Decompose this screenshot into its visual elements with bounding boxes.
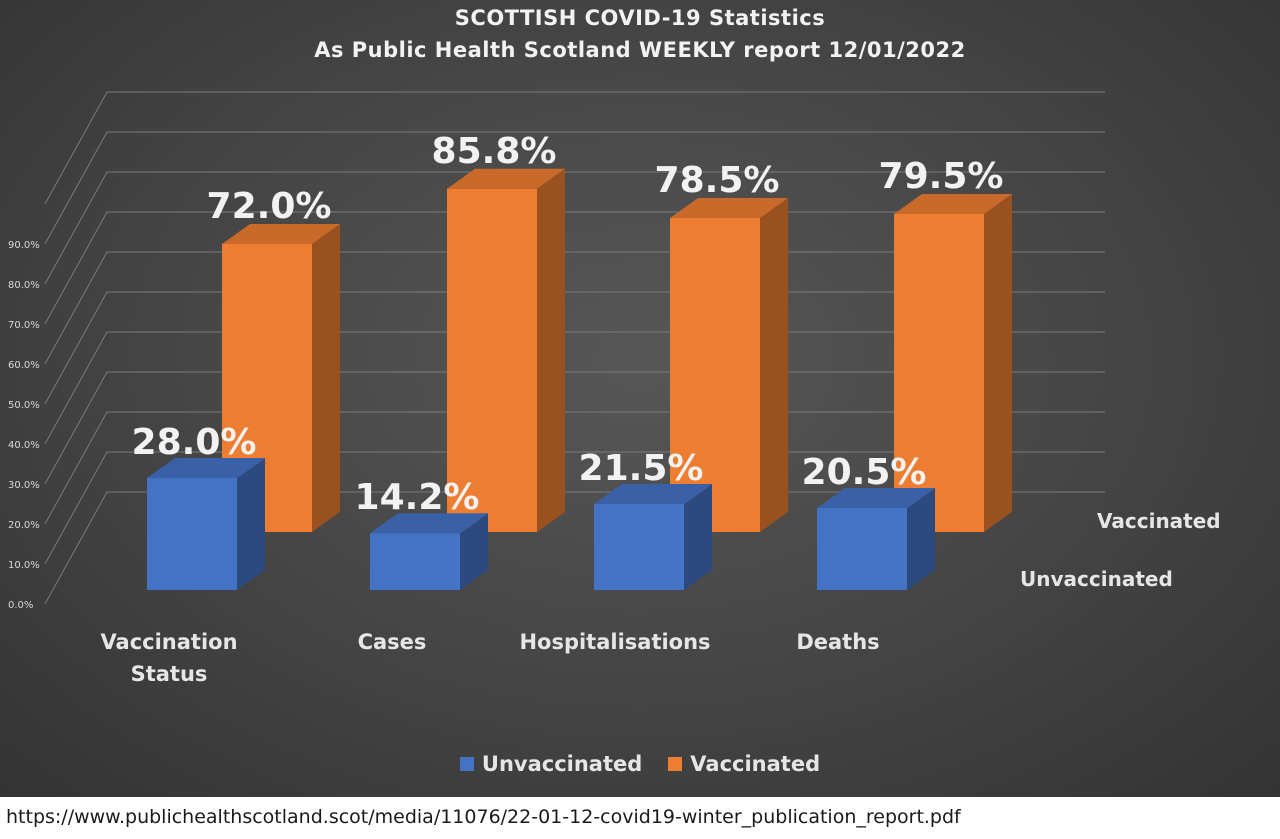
data-label-unvaccinated: 21.5% (579, 448, 704, 489)
bar-vaccinated-vaccination-status (222, 224, 340, 532)
chart-title: SCOTTISH COVID-19 Statistics (454, 6, 826, 30)
bar-unvaccinated-hospitalisations-front (594, 504, 684, 590)
data-label-unvaccinated: 20.5% (802, 452, 927, 493)
bar-unvaccinated-deaths-top (817, 488, 935, 508)
legend-item-vaccinated: Vaccinated (668, 752, 820, 776)
bar-unvaccinated-vaccination-status (147, 458, 265, 590)
data-label-vaccinated: 85.8% (432, 131, 557, 172)
bar-unvaccinated-hospitalisations-side (684, 484, 712, 590)
bar-unvaccinated-vaccination-status-front (147, 478, 237, 590)
bar-unvaccinated-deaths (817, 488, 935, 590)
y-tick-label: 20.0% (8, 520, 40, 531)
y-tick-label: 70.0% (8, 320, 40, 331)
bar-unvaccinated-deaths-front (817, 508, 907, 590)
chart-plot: 72.0% 28.0% 85.8% 14.2% 78.5% 21.5% 79.5% 20.5%… (8, 91, 1105, 611)
bar-vaccinated-cases-side (537, 168, 565, 533)
chart-subtitle: As Public Health Scotland WEEKLY report … (314, 38, 966, 62)
bar-vaccinated-vaccination-status-top (222, 224, 340, 244)
bar-vaccinated-hospitalisations-top (670, 198, 788, 218)
bar-vaccinated-deaths (894, 194, 1012, 532)
bar-vaccinated-hospitalisations-side (760, 198, 788, 532)
legend-label: Vaccinated (690, 752, 821, 776)
legend-swatch-vaccinated (668, 757, 683, 771)
y-tick-label: 90.0% (8, 240, 40, 251)
category-label-line: Status (130, 662, 208, 686)
data-label-unvaccinated: 14.2% (355, 477, 480, 518)
y-tick-label: 60.0% (8, 360, 40, 371)
y-tick-label: 80.0% (8, 280, 40, 291)
bar-unvaccinated-cases-front (370, 533, 460, 590)
source-url: https://www.publichealthscotland.scot/me… (6, 806, 961, 828)
bar-vaccinated-cases (447, 168, 565, 533)
category-label-vaccination-status: Vaccination Status (89, 626, 249, 690)
bar-vaccinated-deaths-side (984, 194, 1012, 532)
bar-vaccinated-deaths-front (894, 214, 984, 532)
bar-vaccinated-vaccination-status-side (312, 224, 340, 532)
legend-swatch-unvaccinated (459, 757, 474, 771)
bar-unvaccinated-cases-top (370, 513, 488, 534)
category-label-hospitalisations: Hospitalisations (510, 626, 720, 658)
y-tick-label: 0.0% (8, 600, 33, 611)
series-axis-label-unvaccinated: Unvaccinated (1020, 567, 1173, 591)
legend: Unvaccinated Vaccinated (0, 752, 1280, 776)
y-tick-label: 30.0% (8, 480, 40, 491)
bar-unvaccinated-vaccination-status-top (147, 458, 265, 478)
bar-vaccinated-hospitalisations (670, 198, 788, 532)
bar-vaccinated-cases-front (447, 188, 537, 533)
bar-vaccinated-deaths-top (894, 194, 1012, 214)
bar-unvaccinated-cases-side (460, 513, 488, 590)
bar-unvaccinated-hospitalisations (594, 484, 712, 590)
category-label-line: Cases (357, 630, 427, 654)
data-label-unvaccinated: 28.0% (132, 422, 257, 463)
category-label-line: Deaths (796, 630, 880, 654)
gridline (44, 171, 1105, 285)
gridline (44, 91, 1105, 205)
bar-unvaccinated-cases (370, 513, 488, 590)
series-axis-label-vaccinated: Vaccinated (1097, 509, 1221, 533)
data-label-vaccinated: 72.0% (207, 186, 332, 227)
bar-unvaccinated-hospitalisations-top (594, 484, 712, 504)
bar-vaccinated-hospitalisations-front (670, 218, 760, 532)
category-label-line: Vaccination (100, 630, 238, 654)
y-tick-label: 50.0% (8, 400, 40, 411)
data-label-vaccinated: 78.5% (655, 160, 780, 201)
legend-label: Unvaccinated (481, 752, 643, 776)
category-label-cases: Cases (322, 626, 462, 658)
category-label-line: Hospitalisations (519, 630, 711, 654)
category-label-deaths: Deaths (768, 626, 908, 658)
gridline (44, 131, 1105, 245)
legend-item-unvaccinated: Unvaccinated (459, 752, 643, 776)
bar-unvaccinated-deaths-side (907, 488, 935, 590)
data-label-vaccinated: 79.5% (879, 156, 1004, 197)
bar-unvaccinated-vaccination-status-side (237, 458, 265, 590)
bar-vaccinated-cases-top (447, 168, 565, 189)
chart-area: 72.0% 28.0% 85.8% 14.2% 78.5% 21.5% 79.5% 20.5%… (0, 0, 1280, 797)
y-tick-label: 40.0% (8, 440, 40, 451)
y-tick-label: 10.0% (8, 560, 40, 571)
